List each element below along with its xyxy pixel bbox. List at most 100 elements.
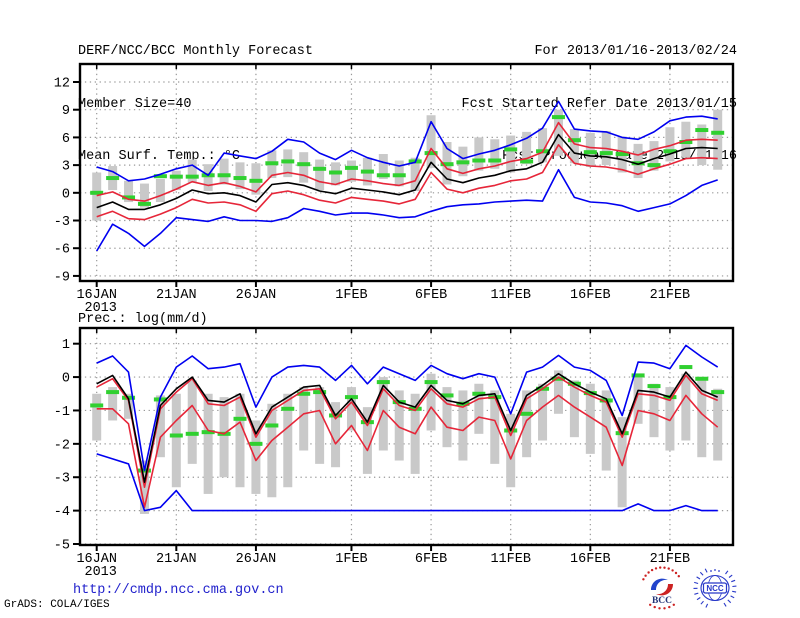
spread-bar <box>187 380 197 464</box>
obs-dash <box>504 147 518 152</box>
spread-bar <box>378 154 388 179</box>
x-tick-label: 1FEB <box>335 288 367 303</box>
obs-dash <box>249 178 263 183</box>
grads-credit: GrADS: COLA/IGES <box>4 599 110 611</box>
obs-dash <box>695 376 709 381</box>
spread-bar <box>92 172 102 221</box>
spread-bar <box>171 170 181 191</box>
obs-dash <box>551 115 565 120</box>
spread-bar <box>299 152 309 183</box>
spread-bar <box>299 387 309 451</box>
y-tick-label: -4 <box>54 505 70 520</box>
spread-bar <box>649 141 659 171</box>
obs-dash <box>695 128 709 133</box>
obs-dash <box>392 173 406 178</box>
spread-bar <box>378 377 388 451</box>
lower-quartile-line <box>96 144 718 221</box>
obs-dash <box>679 365 693 370</box>
spread-bar <box>538 128 548 163</box>
x-tick-label: 21JAN <box>156 552 197 567</box>
obs-dash <box>297 391 311 396</box>
obs-dash <box>185 431 199 436</box>
spread-bar <box>697 124 707 166</box>
obs-dash <box>631 161 645 166</box>
obs-dash <box>424 151 438 156</box>
spread-bar <box>346 160 356 182</box>
spread-bar <box>235 393 245 488</box>
spread-bar <box>203 164 213 191</box>
spread-bar <box>203 393 213 494</box>
spread-bar <box>665 127 675 162</box>
spread-bar <box>585 132 595 167</box>
x-tick-label: 11FEB <box>490 552 531 567</box>
obs-dash <box>249 441 263 446</box>
spread-bar <box>394 390 404 461</box>
spread-bar <box>426 373 436 431</box>
y-tick-label: 0 <box>62 187 70 202</box>
y-tick-label: 6 <box>62 132 70 147</box>
spread-bar <box>569 129 579 164</box>
obs-dash <box>344 165 358 170</box>
spread-bar <box>522 131 532 165</box>
spread-bar <box>315 159 325 191</box>
obs-dash <box>408 406 422 411</box>
obs-dash <box>106 390 120 395</box>
obs-dash <box>424 380 438 385</box>
y-tick-label: -9 <box>54 270 70 285</box>
x-tick-label: 16FEB <box>570 552 611 567</box>
obs-dash <box>440 162 454 167</box>
obs-dash <box>583 150 597 155</box>
spread-bar <box>601 390 611 471</box>
y-tick-label: -3 <box>54 472 70 487</box>
obs-dash <box>313 390 327 395</box>
x-year-label: 2013 <box>84 565 116 580</box>
spread-bar <box>124 393 134 419</box>
obs-dash <box>472 391 486 396</box>
spread-bar <box>633 143 643 179</box>
lower-quartile-line <box>96 394 719 509</box>
spread-bar <box>474 383 484 434</box>
ensemble-mean-line <box>96 133 718 211</box>
bcc-logo-icon: BCC <box>642 566 680 610</box>
spread-bar <box>155 395 165 458</box>
ncc-logo-label: NCC <box>706 584 724 593</box>
temp-panel-label: Mean Surf. Temp.: °C <box>78 149 241 164</box>
spread-bar <box>506 413 516 488</box>
spread-bar <box>283 393 293 488</box>
spread-bar <box>697 380 707 458</box>
ensemble-min-line <box>96 453 718 512</box>
obs-dash <box>456 160 470 165</box>
obs-dash <box>520 411 534 416</box>
x-tick-label: 6FEB <box>415 552 447 567</box>
obs-dash <box>711 390 725 395</box>
spread-bar <box>315 387 325 464</box>
obs-dash <box>329 170 343 175</box>
agency-logos: BCC NCC <box>642 566 737 610</box>
upper-quartile-line <box>96 121 718 202</box>
spread-bar <box>346 387 356 431</box>
spread-bar <box>139 183 149 208</box>
spread-bar <box>426 115 436 168</box>
spread-bar <box>553 109 563 156</box>
spread-bar <box>251 420 261 494</box>
ensemble-min-line <box>96 168 718 252</box>
obs-dash <box>599 151 613 156</box>
y-tick-label: -1 <box>54 405 70 420</box>
obs-dash <box>679 140 693 145</box>
obs-dash <box>711 130 725 135</box>
y-tick-label: 9 <box>62 104 70 119</box>
page-title: DERF/NCC/BCC Monthly Forecast <box>78 44 313 59</box>
x-tick-label: 21JAN <box>156 288 197 303</box>
y-tick-label: -3 <box>54 215 70 230</box>
x-tick-label: 6FEB <box>415 288 447 303</box>
x-tick-label: 26JAN <box>236 288 277 303</box>
ensemble-max-line <box>96 100 718 182</box>
header-left: DERF/NCC/BCC Monthly Forecast Member Siz… <box>78 9 313 201</box>
spread-bar <box>362 407 372 474</box>
obs-dash <box>106 176 120 181</box>
spread-bar <box>124 180 134 203</box>
obs-dash <box>360 169 374 174</box>
spread-bar <box>585 383 595 454</box>
